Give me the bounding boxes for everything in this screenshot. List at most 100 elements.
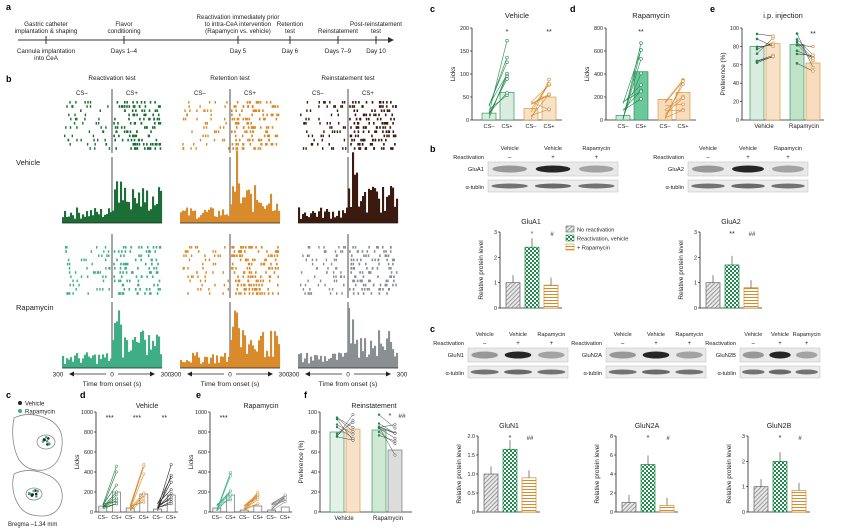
raster-tick: [155, 138, 158, 142]
ip-point: [811, 53, 815, 57]
raster-tick: [307, 279, 309, 283]
raster-tick: [354, 134, 357, 138]
reinst-point: [351, 432, 355, 436]
psth-bin: [266, 205, 269, 223]
psth-bin: [298, 354, 301, 368]
western-chart-ytick-label: 2: [610, 491, 613, 497]
raster-tick: [331, 288, 334, 291]
raster-tick: [157, 283, 159, 287]
raster-tick: [242, 143, 244, 146]
psth-bin: [106, 214, 109, 223]
raster-tick: [231, 143, 234, 146]
reinst-point: [335, 418, 339, 421]
raster-tick: [66, 246, 68, 249]
reinst-point: [393, 439, 397, 443]
raster-tick: [128, 117, 130, 121]
psth-bin: [156, 204, 159, 223]
western-reactivation-mark: +: [805, 341, 809, 347]
raster-tick: [96, 288, 98, 291]
psth-bin: [326, 361, 329, 368]
raster-tick: [247, 126, 250, 129]
raster-tick: [333, 130, 336, 133]
raster-tick: [233, 271, 236, 274]
psth-bin: [102, 354, 105, 368]
raster-tick: [119, 292, 121, 295]
psth-bin: [86, 352, 89, 368]
psth-bin: [118, 310, 121, 368]
legend-dot-rapamycin: [18, 409, 22, 413]
raster-tick: [333, 105, 335, 108]
psth-bin: [236, 312, 239, 368]
ip-ytick-label: 80: [733, 44, 739, 50]
raster-tick: [268, 279, 271, 283]
raster-tick: [377, 275, 379, 278]
psth-bin: [64, 210, 67, 223]
raster-tick: [329, 101, 331, 104]
psth-bin: [110, 358, 113, 368]
raster-tick: [343, 275, 345, 278]
raster-tick: [226, 101, 228, 104]
psth-bin: [366, 357, 369, 368]
psth-bin: [336, 359, 339, 368]
psth-bin: [128, 351, 131, 368]
psth-bin: [320, 207, 323, 223]
raster-tick: [322, 147, 324, 150]
western-reactivation-mark: –: [752, 341, 756, 347]
raster-tick: [262, 113, 265, 117]
psth-bin: [392, 187, 395, 223]
raster-tick: [117, 122, 119, 125]
raster-tick: [235, 122, 238, 125]
panel-letter-d-top: d: [570, 4, 576, 14]
raster-tick: [224, 117, 226, 121]
raster-tick: [137, 267, 139, 270]
raster-tick: [263, 117, 265, 121]
licks-top-subject-line: [664, 80, 684, 104]
psth-bin: [228, 356, 231, 368]
raster-tick: [328, 143, 330, 146]
raster-tick: [350, 143, 352, 146]
reinst-subject-line: [336, 414, 354, 437]
raster-tick: [257, 101, 260, 104]
raster-tick: [144, 147, 146, 150]
psth-bin: [122, 200, 125, 223]
raster-tick: [208, 101, 211, 104]
timeline-arrowhead: [388, 37, 394, 43]
licks-top-point: [639, 89, 643, 94]
licks-small-xlabel: CS–: [266, 515, 276, 521]
raster-tick: [268, 275, 271, 278]
raster-tick: [255, 292, 258, 295]
raster-tick: [191, 130, 193, 133]
legend-label-rapamycin: Rapamycin: [25, 410, 55, 416]
timeline-step-label: test: [371, 28, 381, 35]
raster-tick: [386, 292, 388, 295]
raster-tick: [263, 134, 266, 138]
psth-bin: [102, 216, 105, 223]
reinst-subject-line: [336, 417, 354, 432]
psth-bin: [116, 321, 119, 368]
raster-tick: [305, 122, 307, 125]
psth-bin: [210, 357, 213, 368]
raster-tick: [124, 101, 126, 104]
raster-tick: [76, 117, 78, 121]
raster-tick: [309, 288, 311, 291]
brain-outline-upper: [12, 414, 63, 471]
raster-tick: [185, 254, 187, 257]
raster-tick: [268, 134, 271, 138]
psth-bin: [210, 207, 213, 223]
ip-point: [771, 54, 775, 59]
licks-small-subject-line: [216, 498, 231, 509]
raster-tick: [388, 134, 390, 138]
raster-tick: [237, 275, 239, 278]
raster-tick: [362, 130, 365, 133]
raster-tick: [158, 122, 160, 125]
raster-tick: [368, 271, 370, 274]
raster-tick: [231, 117, 234, 121]
licks-small-xlabel: CS+: [280, 515, 290, 521]
licks-small-point: [115, 492, 118, 496]
raster-tick: [261, 292, 263, 295]
western-significance: *: [779, 435, 782, 442]
raster-tick: [102, 275, 104, 278]
reinst-point: [393, 426, 397, 430]
raster-tick: [158, 279, 161, 283]
raster-tick: [300, 113, 302, 117]
